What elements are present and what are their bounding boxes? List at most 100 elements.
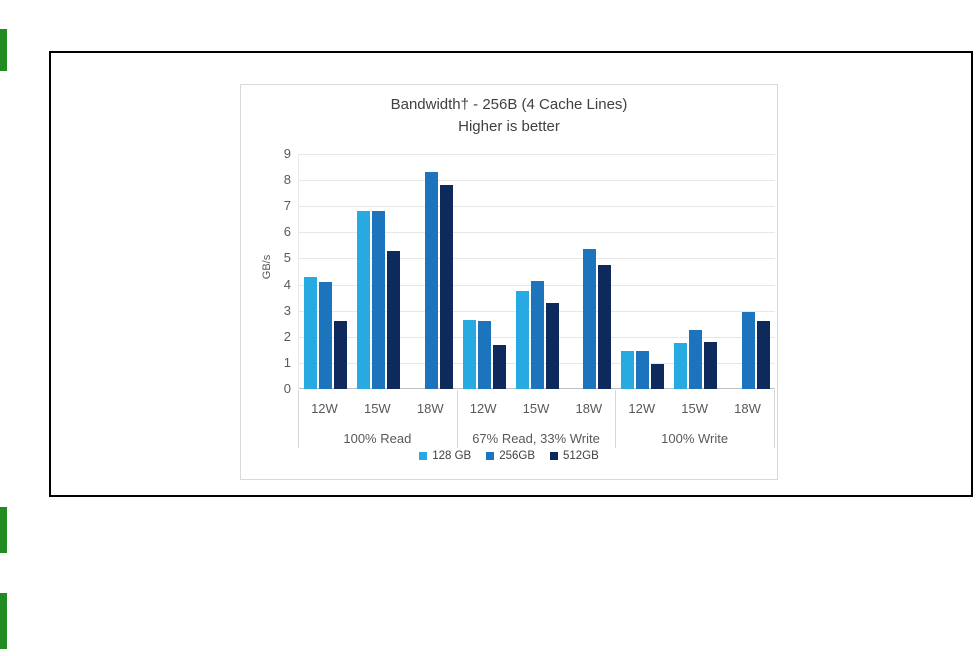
y-tick-label: 8 (283, 172, 291, 188)
x-power-label: 12W (628, 401, 656, 416)
y-tick-label: 0 (283, 381, 291, 396)
bar-cluster (299, 154, 352, 389)
legend-swatch (486, 452, 495, 460)
bar-slot (583, 249, 597, 389)
legend-label: 128 GB (432, 450, 472, 462)
legend-item: 512GB (550, 450, 599, 462)
bar-256gb (530, 280, 544, 389)
y-tick-label: 4 (283, 276, 291, 292)
bar-512gb (757, 321, 771, 389)
x-power-label: 12W (311, 401, 338, 416)
bar-512gb (492, 344, 506, 389)
bar-slot (303, 276, 317, 389)
x-power-label: 18W (575, 401, 603, 416)
legend: 128 GB 256GB 512GB (241, 450, 777, 462)
x-power-label: 15W (363, 401, 391, 416)
bar-256gb (477, 321, 491, 389)
x-power-label: 15W (522, 401, 550, 416)
bar-cluster (458, 154, 511, 389)
x-power-label: 18W (416, 401, 444, 416)
bar-slot (598, 265, 612, 389)
bar-256gb (742, 312, 756, 389)
bar-cluster (511, 154, 564, 389)
bar-slot (757, 321, 771, 389)
section-separator (298, 390, 299, 448)
y-tick-label: 7 (283, 198, 291, 214)
bar-cluster (669, 154, 722, 389)
bar-256gb (689, 330, 703, 389)
bar-slot (439, 185, 453, 389)
bar-cluster (563, 154, 616, 389)
section-separator (774, 390, 775, 448)
bar-cluster (722, 154, 775, 389)
y-tick-label: 5 (283, 250, 291, 266)
legend-item: 128 GB (419, 450, 471, 462)
y-tick-label: 2 (283, 328, 291, 344)
bar-slot (636, 351, 650, 389)
gridline (299, 206, 775, 208)
bar-512gb (598, 265, 612, 389)
legend-label: 256GB (499, 450, 535, 462)
y-tick-label: 3 (283, 302, 291, 318)
gridline (299, 180, 775, 182)
bar-slot (651, 364, 665, 389)
bar-slot (674, 343, 688, 389)
bar-512gb (651, 364, 665, 389)
left-accent-bar-2 (0, 507, 7, 553)
x-power-label: 18W (734, 401, 761, 416)
content-box: Bandwidth† - 256B (4 Cache Lines) Higher… (49, 51, 973, 497)
bar-128-gb (515, 291, 529, 389)
legend-item: 256GB (486, 450, 535, 462)
gridline (299, 258, 775, 260)
bar-512gb (545, 302, 559, 389)
bandwidth-bar-chart: Bandwidth† - 256B (4 Cache Lines) Higher… (240, 84, 778, 480)
section-separator (615, 390, 617, 448)
section-separator (456, 390, 458, 448)
bar-256gb (318, 281, 332, 389)
bar-slot (424, 172, 438, 389)
bar-256gb (424, 172, 438, 389)
legend-label: 512GB (563, 450, 599, 462)
y-tick-label: 6 (283, 224, 291, 240)
bar-cluster (352, 154, 405, 389)
x-section-label: 67% Read, 33% Write (472, 431, 600, 446)
bar-256gb (371, 211, 385, 389)
bar-slot (742, 312, 756, 389)
gridline (299, 154, 775, 155)
bar-slot (492, 344, 506, 389)
y-tick-label: 9 (283, 146, 291, 161)
x-section-label: 100% Read (343, 431, 412, 446)
legend-swatch (419, 452, 428, 460)
x-power-label: 15W (681, 401, 708, 416)
bar-slot (477, 321, 491, 389)
bar-slot (356, 211, 370, 389)
bar-slot (545, 302, 559, 389)
plot-area (298, 154, 775, 389)
legend-swatch (550, 452, 558, 460)
bar-slot (704, 342, 718, 389)
bar-512gb (386, 250, 400, 389)
bar-slot (318, 281, 332, 389)
y-tick-label: 1 (283, 354, 291, 370)
bar-slot (462, 319, 476, 389)
bar-512gb (333, 321, 347, 389)
bar-256gb (636, 351, 650, 389)
bar-slot (530, 280, 544, 389)
bar-slot (371, 211, 385, 389)
left-accent-bar-1 (0, 29, 7, 71)
bar-128-gb (621, 351, 635, 389)
bar-128-gb (674, 343, 688, 389)
bar-slot (386, 250, 400, 389)
bar-slot (333, 321, 347, 389)
bar-128-gb (303, 276, 317, 389)
bar-slot (621, 351, 635, 389)
bar-cluster (616, 154, 669, 389)
bar-cluster (405, 154, 458, 389)
bar-slot (689, 330, 703, 389)
bar-slot (515, 291, 529, 389)
left-accent-bar-3 (0, 593, 7, 649)
chart-subtitle: Higher is better (458, 118, 560, 135)
x-section-label: 100% Write (661, 431, 729, 446)
gridline (299, 232, 775, 234)
